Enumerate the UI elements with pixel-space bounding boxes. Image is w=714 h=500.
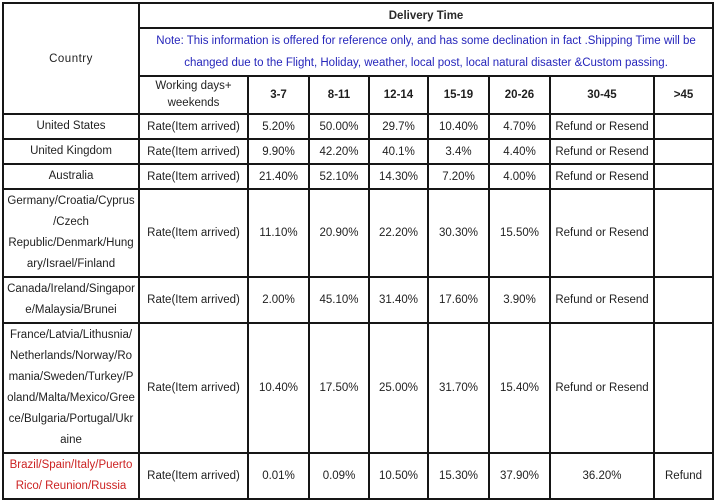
value-cell: 45.10% [308, 276, 370, 324]
value-cell [652, 276, 714, 324]
col-header-range-3-7: 3-7 [247, 75, 310, 115]
rate-label-cell: Rate(Item arrived) [138, 163, 249, 190]
table-row: France/Latvia/Lithusnia/Netherlands/Norw… [2, 322, 714, 454]
country-cell: United Kingdom [2, 138, 140, 165]
value-cell [652, 138, 714, 165]
value-cell: 15.50% [488, 188, 551, 278]
table-row-note: Note: This information is offered for re… [3, 27, 714, 77]
value-cell: 31.70% [427, 322, 490, 454]
col-header-working-days: Working days+ weekends [138, 75, 249, 115]
rate-label-cell: Rate(Item arrived) [138, 276, 249, 324]
value-cell: 37.90% [488, 452, 551, 500]
value-cell: 10.40% [427, 113, 490, 140]
table-row: Germany/Croatia/Cyprus/Czech Republic/De… [2, 188, 714, 278]
table-row-header: Working days+ weekends 3-7 8-11 12-14 15… [3, 75, 714, 115]
value-cell: 22.20% [368, 188, 429, 278]
value-cell: 4.70% [488, 113, 551, 140]
table-row-title: Country Delivery Time [2, 2, 714, 115]
value-cell [652, 163, 714, 190]
col-header-range-12-14: 12-14 [368, 75, 429, 115]
value-cell [652, 113, 714, 140]
value-cell: 2.00% [247, 276, 310, 324]
value-cell: 30.30% [427, 188, 490, 278]
col-header-range-15-19: 15-19 [427, 75, 490, 115]
value-cell: Refund or Resend [549, 163, 655, 190]
col-header-range-30-45: 30-45 [549, 75, 655, 115]
col-header-range-8-11: 8-11 [308, 75, 370, 115]
country-cell: Australia [2, 163, 140, 190]
value-cell: 3.4% [427, 138, 490, 165]
note-text: Note: This information is offered for re… [137, 27, 714, 77]
table-row: United States Rate(Item arrived) 5.20% 5… [2, 113, 714, 140]
value-cell: 0.01% [247, 452, 310, 500]
value-cell: 20.90% [308, 188, 370, 278]
value-cell: 17.60% [427, 276, 490, 324]
value-cell: Refund or Resend [549, 276, 655, 324]
country-cell: France/Latvia/Lithusnia/Netherlands/Norw… [2, 322, 140, 454]
rate-label-cell: Rate(Item arrived) [138, 138, 249, 165]
value-cell: 7.20% [427, 163, 490, 190]
country-cell-highlighted: Brazil/Spain/Italy/Puerto Rico/ Reunion/… [2, 452, 140, 500]
col-header-range-20-26: 20-26 [488, 75, 551, 115]
value-cell: 11.10% [247, 188, 310, 278]
value-cell: 5.20% [247, 113, 310, 140]
value-cell: Refund or Resend [549, 188, 655, 278]
value-cell: Refund [652, 452, 714, 500]
value-cell: 25.00% [368, 322, 429, 454]
value-cell: 15.40% [488, 322, 551, 454]
value-cell [652, 322, 714, 454]
rate-label-cell: Rate(Item arrived) [138, 452, 249, 500]
country-cell: Germany/Croatia/Cyprus/Czech Republic/De… [2, 188, 140, 278]
value-cell: 15.30% [427, 452, 490, 500]
value-cell: Refund or Resend [549, 113, 655, 140]
value-cell: 4.00% [488, 163, 551, 190]
value-cell: 29.7% [368, 113, 429, 140]
value-cell: 50.00% [308, 113, 370, 140]
value-cell: 36.20% [549, 452, 655, 500]
value-cell: Refund or Resend [549, 138, 655, 165]
value-cell: 0.09% [308, 452, 370, 500]
value-cell: 3.90% [488, 276, 551, 324]
rate-label-cell: Rate(Item arrived) [138, 188, 249, 278]
value-cell: 52.10% [308, 163, 370, 190]
value-cell: Refund or Resend [549, 322, 655, 454]
table-row: United Kingdom Rate(Item arrived) 9.90% … [2, 138, 714, 165]
value-cell: 31.40% [368, 276, 429, 324]
value-cell: 21.40% [247, 163, 310, 190]
table-row: Australia Rate(Item arrived) 21.40% 52.1… [2, 163, 714, 190]
country-cell: Canada/Ireland/Singapore/Malaysia/Brunei [2, 276, 140, 324]
rate-label-cell: Rate(Item arrived) [138, 113, 249, 140]
value-cell: 17.50% [308, 322, 370, 454]
value-cell: 42.20% [308, 138, 370, 165]
delivery-time-title: Delivery Time [137, 2, 714, 29]
value-cell: 10.50% [368, 452, 429, 500]
country-header: Country [2, 2, 140, 115]
rate-label-cell: Rate(Item arrived) [138, 322, 249, 454]
value-cell: 40.1% [368, 138, 429, 165]
country-cell: United States [2, 113, 140, 140]
table-row: Canada/Ireland/Singapore/Malaysia/Brunei… [2, 276, 714, 324]
value-cell: 14.30% [368, 163, 429, 190]
value-cell: 4.40% [488, 138, 551, 165]
value-cell: 10.40% [247, 322, 310, 454]
value-cell: 9.90% [247, 138, 310, 165]
value-cell [652, 188, 714, 278]
table-row: Brazil/Spain/Italy/Puerto Rico/ Reunion/… [2, 452, 714, 500]
col-header-range-gt45: >45 [652, 75, 714, 115]
